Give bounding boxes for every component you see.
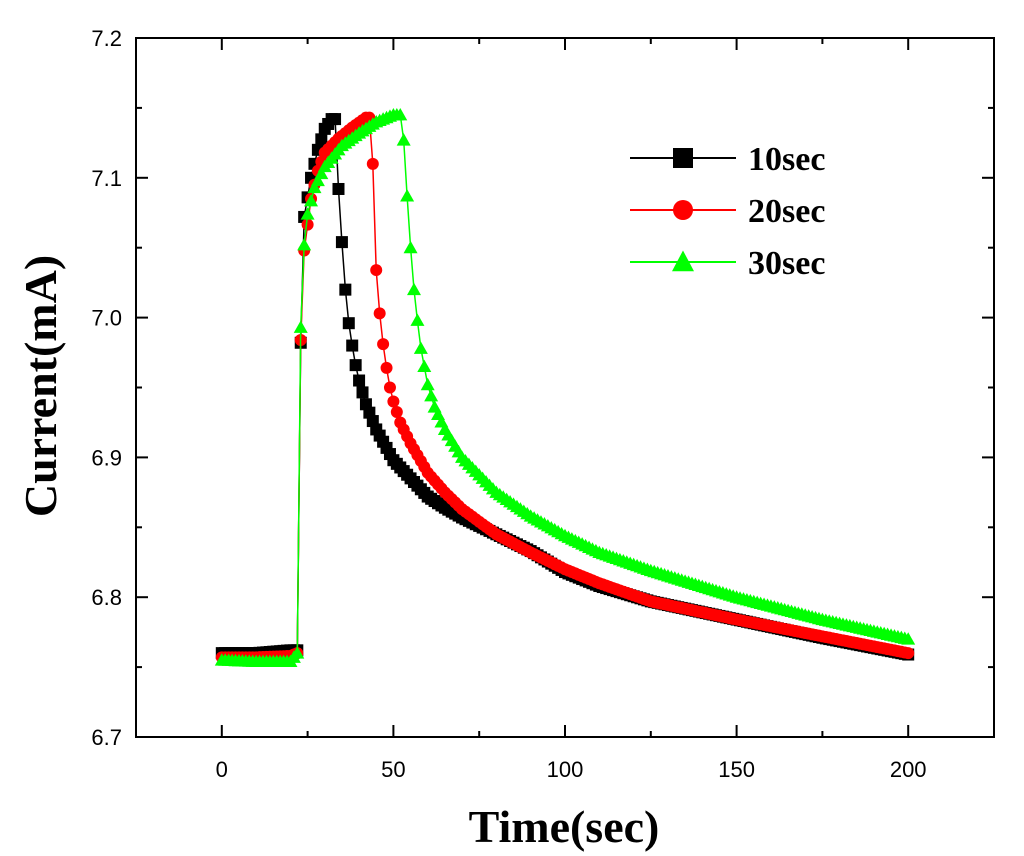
legend-marker-10sec bbox=[673, 148, 693, 168]
data-point-20sec bbox=[902, 647, 915, 660]
legend-marker-20sec bbox=[673, 200, 693, 220]
data-point-30sec bbox=[293, 320, 308, 333]
plot-frame bbox=[135, 37, 995, 738]
data-point-30sec bbox=[290, 646, 305, 659]
legend-label-30sec: 30sec bbox=[748, 245, 825, 282]
data-point-10sec bbox=[335, 236, 348, 249]
y-tick-label: 6.7 bbox=[91, 725, 122, 750]
data-point-10sec bbox=[353, 374, 366, 387]
x-tick-label: 150 bbox=[718, 757, 755, 782]
series-layer bbox=[214, 107, 916, 668]
y-axis-ticks: 6.7 6.8 6.9 7.0 7.1 7.2 bbox=[91, 26, 994, 750]
x-tick-label: 200 bbox=[890, 757, 927, 782]
data-point-20sec bbox=[370, 264, 383, 277]
data-point-30sec bbox=[406, 282, 421, 296]
data-point-10sec bbox=[346, 339, 359, 352]
data-point-20sec bbox=[373, 307, 386, 320]
data-point-20sec bbox=[387, 395, 400, 408]
x-tick-label: 0 bbox=[216, 757, 228, 782]
x-tick-label: 50 bbox=[381, 757, 405, 782]
y-tick-label: 7.2 bbox=[91, 26, 122, 51]
x-tick-label: 100 bbox=[547, 757, 584, 782]
y-tick-label: 7.1 bbox=[91, 166, 122, 191]
x-axis-ticks: 0 50 100 150 200 bbox=[216, 38, 927, 782]
y-axis-title: Current(mA) bbox=[15, 255, 66, 517]
data-point-20sec bbox=[366, 157, 379, 170]
data-point-30sec bbox=[400, 189, 415, 202]
data-point-30sec bbox=[424, 388, 439, 402]
data-point-20sec bbox=[377, 338, 390, 351]
data-point-30sec bbox=[307, 180, 322, 194]
legend-label-20sec: 20sec bbox=[748, 193, 825, 230]
data-point-20sec bbox=[380, 361, 393, 374]
data-point-30sec bbox=[314, 166, 329, 180]
legend-marker-30sec bbox=[672, 250, 694, 272]
y-tick-label: 6.9 bbox=[91, 445, 122, 470]
data-point-20sec bbox=[383, 381, 396, 394]
legend: 10sec 20sec 30sec bbox=[630, 141, 825, 282]
data-point-10sec bbox=[329, 113, 342, 126]
legend-label-10sec: 10sec bbox=[748, 141, 825, 178]
data-point-30sec bbox=[901, 632, 916, 645]
series-30sec bbox=[214, 107, 916, 668]
data-point-30sec bbox=[297, 238, 312, 251]
data-point-10sec bbox=[356, 386, 369, 399]
data-point-10sec bbox=[339, 283, 352, 296]
y-tick-label: 6.8 bbox=[91, 585, 122, 610]
data-point-20sec bbox=[301, 218, 314, 231]
data-point-30sec bbox=[413, 341, 428, 354]
data-point-30sec bbox=[300, 207, 315, 220]
data-point-10sec bbox=[332, 182, 345, 195]
data-point-10sec bbox=[349, 359, 362, 372]
data-point-30sec bbox=[310, 173, 325, 187]
data-point-10sec bbox=[315, 133, 328, 146]
x-axis-title: Time(sec) bbox=[469, 801, 660, 852]
data-point-30sec bbox=[417, 359, 432, 373]
data-point-20sec bbox=[390, 405, 403, 418]
y-tick-label: 7.0 bbox=[91, 306, 122, 331]
data-point-30sec bbox=[420, 377, 435, 391]
data-point-30sec bbox=[410, 313, 425, 326]
data-point-30sec bbox=[304, 193, 319, 207]
data-point-30sec bbox=[393, 107, 408, 121]
data-point-10sec bbox=[342, 317, 355, 330]
data-point-30sec bbox=[396, 133, 411, 146]
data-point-30sec bbox=[403, 240, 418, 254]
